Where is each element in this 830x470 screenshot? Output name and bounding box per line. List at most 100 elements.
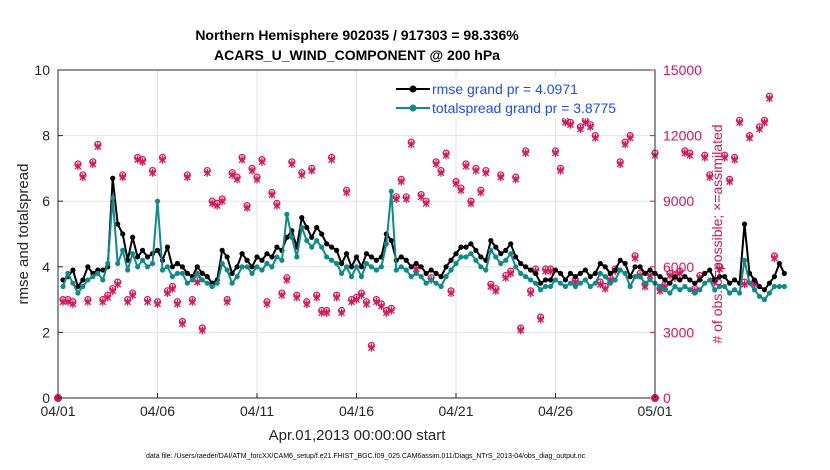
assimilated-obs-marker	[616, 160, 624, 169]
series-layer	[54, 92, 787, 402]
legend-rmse-label: rmse grand pr = 4.0971	[432, 81, 578, 97]
rmse-point	[75, 283, 81, 290]
rmse-point	[179, 264, 185, 270]
rmse-point	[70, 267, 76, 273]
assimilated-obs-marker	[770, 254, 778, 263]
rmse-point	[309, 234, 315, 240]
rmse-point	[592, 270, 598, 276]
rmse-point	[458, 244, 464, 250]
rmse-point	[144, 254, 151, 260]
y-left-tick-label: 0	[42, 390, 50, 406]
rmse-point	[453, 251, 459, 257]
rmse-point	[314, 224, 320, 231]
totalspread-point	[224, 267, 230, 273]
assimilated-obs-marker	[765, 94, 773, 103]
totalspread-point	[587, 283, 593, 290]
totalspread-point	[334, 260, 340, 267]
assimilated-obs-marker	[706, 173, 714, 182]
totalspread-point	[304, 237, 310, 244]
assimilated-obs-marker	[432, 160, 440, 169]
rmse-point	[503, 247, 509, 253]
totalspread-point	[373, 267, 379, 273]
totalspread-point	[179, 270, 185, 276]
assimilated-obs-marker	[542, 267, 550, 276]
totalspread-point	[115, 260, 121, 267]
assimilated-obs-marker	[238, 155, 246, 164]
totalspread-point	[528, 277, 534, 283]
totalspread-point	[702, 280, 708, 286]
assimilated-obs-marker	[726, 177, 734, 186]
totalspread-point	[483, 267, 489, 273]
x-tick-label: 05/01	[637, 403, 672, 419]
totalspread-point	[562, 283, 569, 290]
totalspread-point	[642, 280, 648, 286]
totalspread-point	[353, 264, 360, 270]
assimilated-obs-marker	[736, 118, 744, 127]
totalspread-point	[682, 283, 688, 290]
assimilated-obs-marker	[258, 157, 266, 166]
assimilated-obs-marker	[69, 299, 77, 308]
totalspread-point	[135, 264, 141, 270]
rmse-point	[647, 267, 653, 273]
assimilated-obs-marker	[218, 197, 226, 206]
rmse-point	[582, 267, 588, 273]
totalspread-point	[592, 280, 598, 286]
totalspread-point	[139, 257, 146, 263]
totalspread-point	[229, 280, 235, 286]
rmse-point	[642, 270, 648, 276]
y-right-tick-label: 0	[663, 390, 671, 406]
legend-rmse-marker	[409, 85, 417, 93]
assimilated-obs-marker	[293, 293, 301, 302]
assimilated-obs-marker	[248, 166, 256, 175]
totalspread-point	[692, 290, 698, 296]
totalspread-point	[363, 260, 370, 267]
totalspread-point	[468, 251, 474, 257]
totalspread-point	[602, 274, 608, 280]
totalspread-point	[279, 257, 285, 263]
assimilated-obs-marker	[686, 151, 694, 160]
assimilated-obs-marker	[462, 162, 470, 171]
assimilated-obs-marker	[74, 162, 82, 171]
totalspread-point	[637, 274, 643, 280]
assimilated-obs-marker	[701, 153, 709, 162]
assimilated-obs-marker	[547, 267, 554, 276]
totalspread-point	[672, 283, 678, 290]
assimilated-obs-marker	[377, 302, 385, 311]
totalspread-point	[234, 274, 240, 280]
totalspread-point	[617, 267, 623, 273]
rmse-point	[348, 264, 355, 270]
assimilated-obs-marker	[268, 190, 276, 199]
totalspread-point	[741, 257, 748, 263]
totalspread-point	[284, 211, 290, 217]
rmse-point	[468, 241, 474, 247]
assimilated-obs-marker	[552, 149, 559, 158]
totalspread-point	[736, 290, 743, 296]
assimilated-obs-marker	[358, 291, 365, 300]
rmse-point	[478, 254, 484, 260]
chart-title-line2: ACARS_U_WIND_COMPONENT @ 200 hPa	[214, 47, 500, 63]
assimilated-obs-marker	[417, 192, 425, 201]
rmse-point	[368, 254, 375, 260]
rmse-point	[373, 257, 379, 263]
assimilated-obs-marker	[731, 155, 739, 164]
totalspread-point	[75, 290, 81, 296]
totalspread-point	[204, 280, 210, 286]
assimilated-obs-marker	[168, 284, 176, 293]
assimilated-obs-marker	[129, 291, 137, 300]
totalspread-point	[329, 257, 335, 263]
totalspread-point	[478, 264, 484, 270]
totalspread-point	[348, 274, 355, 280]
assimilated-obs-marker	[666, 271, 674, 280]
totalspread-point	[712, 287, 718, 293]
totalspread-point	[493, 254, 499, 260]
assimilated-obs-marker	[119, 173, 127, 182]
assimilated-obs-marker	[507, 269, 515, 278]
totalspread-point	[378, 264, 384, 270]
assimilated-obs-marker	[631, 254, 639, 263]
y-left-tick-label: 4	[42, 259, 50, 275]
rmse-point	[741, 221, 748, 227]
assimilated-obs-marker	[159, 155, 166, 164]
assimilated-obs-marker	[746, 133, 753, 142]
totalspread-point	[269, 264, 275, 270]
totalspread-point	[60, 283, 66, 290]
